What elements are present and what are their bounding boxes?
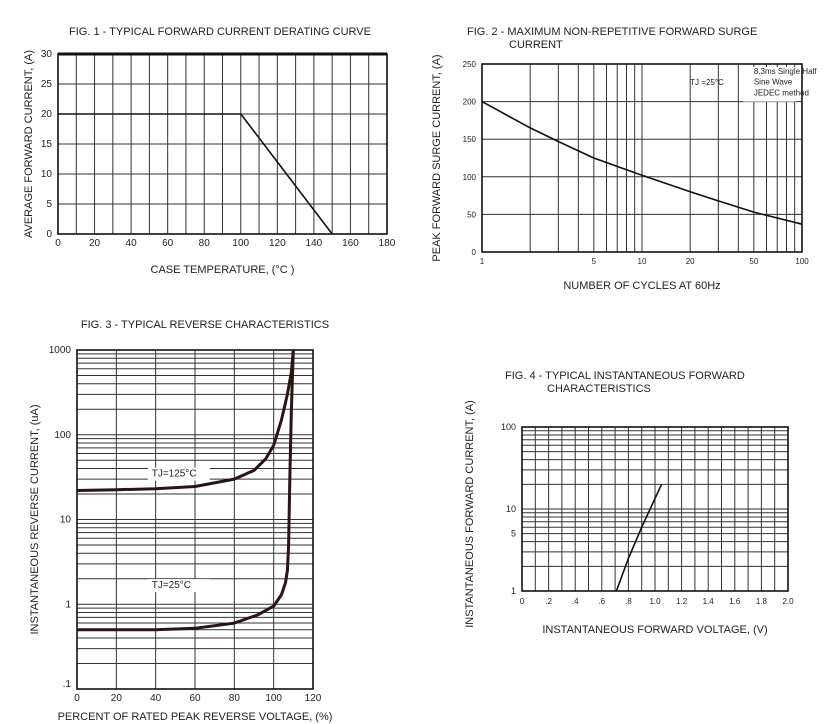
y-tick-label: 0 — [472, 248, 477, 257]
x-tick-label: 100 — [265, 693, 282, 704]
x-tick-label: 20 — [111, 693, 123, 704]
y-tick-label: 100 — [463, 173, 477, 182]
annotation-label: 8.3ms Single Half — [754, 67, 817, 76]
chart-title: CHARACTERISTICS — [547, 383, 651, 395]
series-line-1 — [76, 349, 295, 492]
plot-frame — [521, 426, 789, 592]
chart-title: FIG. 3 - TYPICAL REVERSE CHARACTERISTICS — [81, 319, 329, 331]
x-tick-label: 0 — [74, 693, 80, 704]
y-tick-label: 10 — [60, 515, 72, 526]
annotation-bg — [147, 467, 210, 481]
y-tick-label: 5 — [511, 529, 516, 539]
y-tick-label: 10 — [41, 169, 53, 180]
x-tick-label: 40 — [126, 238, 138, 249]
x-tick-label: 100 — [232, 238, 249, 249]
series-line-2 — [77, 349, 295, 632]
y-tick-label: 0 — [46, 229, 52, 240]
annotation-label: Sine Wave — [754, 77, 793, 86]
chart-title: CURRENT — [509, 39, 563, 51]
x-tick-label: 1.8 — [756, 597, 768, 606]
chart-title: FIG. 1 - TYPICAL FORWARD CURRENT DERATIN… — [69, 26, 371, 38]
x-tick-label: 60 — [162, 238, 174, 249]
y-tick-label: 10 — [506, 504, 516, 514]
y-axis-label: PEAK FORWARD SURGE CURRENT, (A) — [431, 54, 443, 261]
x-tick-label: 1.0 — [649, 597, 661, 606]
x-tick-label: 60 — [189, 693, 201, 704]
y-tick-label: 150 — [463, 135, 477, 144]
x-tick-label: .4 — [572, 597, 579, 606]
x-axis-label: INSTANTANEOUS FORWARD VOLTAGE, (V) — [542, 624, 767, 636]
x-axis-label: PERCENT OF RATED PEAK REVERSE VOLTAGE, (… — [58, 711, 333, 723]
annotation-label: TJ =25°C — [690, 78, 724, 87]
x-tick-label: 1 — [480, 257, 485, 266]
x-tick-label: 2.0 — [782, 597, 794, 606]
x-tick-label: 1.6 — [729, 597, 741, 606]
figure-4: 0 .2 .4 .6 .8 1.0 1.2 1.4 1.6 1.8 2.0 1 5 10 100 FIG. 4… — [464, 370, 794, 636]
x-tick-label: 0 — [520, 597, 525, 606]
y-tick-label: 200 — [463, 98, 477, 107]
annotation-label: TJ=25°C — [152, 580, 191, 591]
x-tick-label: 80 — [199, 238, 211, 249]
annotation-label: TJ=125°C — [152, 469, 197, 480]
x-tick-label: 20 — [686, 257, 695, 266]
y-tick-label: 5 — [46, 199, 52, 210]
x-tick-label: 20 — [89, 238, 101, 249]
annotation-label: JEDEC method — [754, 89, 809, 98]
x-tick-label: 120 — [269, 238, 286, 249]
plot-frame — [76, 349, 314, 690]
y-axis-label: INSTANTANEOUS FORWARD CURRENT, (A) — [464, 400, 476, 628]
x-tick-label: .8 — [625, 597, 632, 606]
series-line-1 — [481, 100, 803, 225]
annotation-box — [743, 67, 796, 102]
annotation-bg — [147, 579, 210, 593]
x-tick-label: 1.4 — [703, 597, 715, 606]
x-tick-label: 0 — [55, 238, 61, 249]
y-tick-label: .1 — [63, 679, 72, 690]
y-tick-label: 100 — [54, 430, 71, 441]
y-tick-label: 25 — [41, 79, 53, 90]
y-tick-label: 1 — [511, 586, 516, 596]
x-tick-label: 5 — [592, 257, 597, 266]
x-tick-label: 120 — [305, 693, 322, 704]
y-tick-label: 30 — [41, 49, 53, 60]
chart-title: FIG. 4 - TYPICAL INSTANTANEOUS FORWARD — [505, 370, 745, 382]
y-tick-label: 50 — [467, 210, 476, 219]
x-tick-label: 160 — [342, 238, 359, 249]
y-tick-label: 1000 — [49, 345, 72, 356]
y-tick-label: 20 — [41, 109, 53, 120]
x-tick-label: 1.2 — [676, 597, 688, 606]
figure-1: 0 20 40 60 80 100 120 140 160 180 0 5 10 15 20 25 30 FIG.… — [23, 26, 396, 276]
series-line-1 — [615, 483, 663, 592]
y-axis-label: INSTANTANEOUS REVERSE CURRENT, (uA) — [29, 404, 41, 634]
series-line-1 — [58, 113, 333, 235]
x-tick-label: 50 — [749, 257, 758, 266]
y-axis-label: AVERAGE FORWARD CURRENT, (A) — [23, 50, 35, 238]
y-tick-label: 250 — [463, 60, 477, 69]
x-tick-label: 40 — [150, 693, 162, 704]
y-tick-label: 100 — [501, 422, 516, 432]
x-tick-label: 10 — [638, 257, 647, 266]
x-axis-label: CASE TEMPERATURE, (°C ) — [151, 264, 295, 276]
figure-3: TJ=125°C TJ=25°C 0 20 40 60 80 100 120 .1 1 10 100 10… — [29, 319, 332, 723]
y-tick-label: 1 — [65, 599, 71, 610]
plot-frame — [481, 63, 803, 253]
y-tick-label: 15 — [41, 139, 53, 150]
chart-title: FIG. 2 - MAXIMUM NON-REPETITIVE FORWARD … — [467, 26, 757, 38]
x-axis-label: NUMBER OF CYCLES AT 60Hz — [563, 280, 720, 292]
x-tick-label: .6 — [598, 597, 605, 606]
x-tick-label: 80 — [229, 693, 241, 704]
x-tick-label: 100 — [795, 257, 809, 266]
x-tick-label: .2 — [545, 597, 552, 606]
x-tick-label: 140 — [306, 238, 323, 249]
x-tick-label: 180 — [379, 238, 396, 249]
